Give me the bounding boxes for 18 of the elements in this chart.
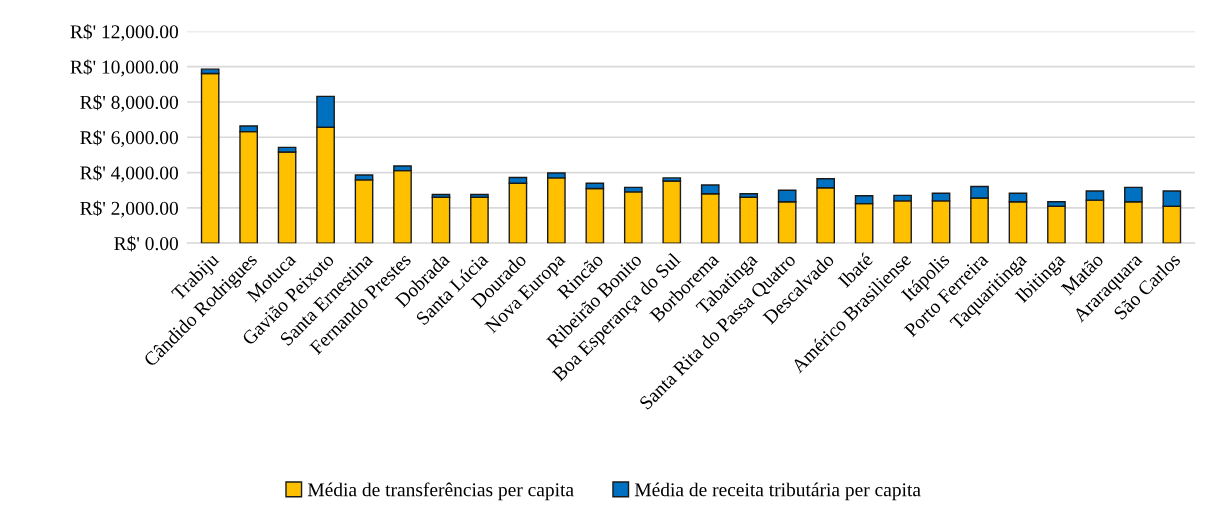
y-tick-label: R$' 4,000.00: [80, 165, 179, 183]
bar: [277, 151, 297, 244]
bar: [200, 72, 220, 244]
legend-label: Média de receita tributária per capita: [634, 482, 921, 501]
y-tick-label: R$' 6,000.00: [80, 129, 179, 148]
y-tick-label: R$' 10,000.00: [70, 59, 179, 77]
bar: [1047, 205, 1066, 244]
y-tick-label: R$' 8,000.00: [80, 94, 179, 112]
y-tick-label: R$' 12,000.00: [70, 24, 179, 42]
bar: [623, 191, 643, 244]
bar: [393, 169, 412, 244]
bar: [431, 196, 451, 244]
bar: [739, 196, 759, 244]
bar: [470, 196, 489, 244]
y-tick-label: R$' 0.00: [114, 235, 179, 252]
y-tick-label: R$' 2,000.00: [80, 200, 179, 218]
legend-label: Média de transferências per capita: [307, 482, 574, 501]
bar: [662, 180, 682, 244]
